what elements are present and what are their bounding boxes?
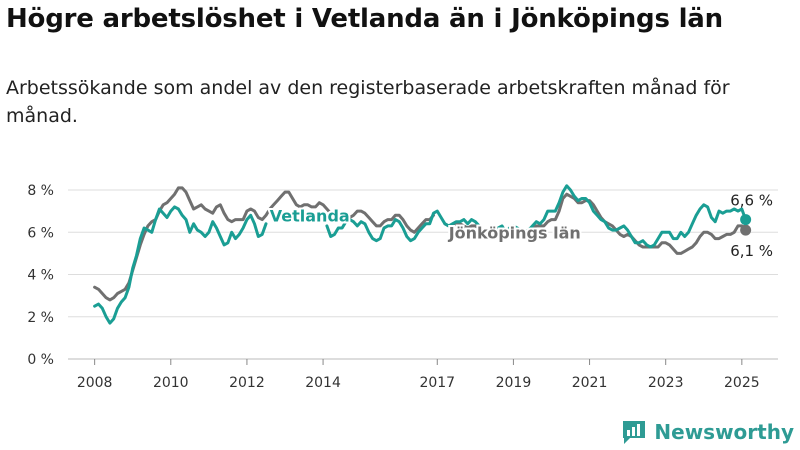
x-tick-label: 2012 [229, 375, 265, 391]
end-value-label-lan: 6,1 % [730, 242, 773, 260]
series-labels: 6,1 % 6,6 % Vetlanda Jönköpings län [268, 192, 773, 261]
end-point-lan [740, 224, 752, 236]
series-lines [93, 184, 752, 325]
x-tick-label: 2021 [572, 375, 608, 391]
chart-title: Högre arbetslöshet i Vetlanda än i Jönkö… [6, 4, 723, 34]
y-tick-label: 6 % [27, 225, 54, 241]
series-line-vetlanda [93, 184, 748, 325]
gridlines [68, 189, 778, 360]
y-tick-label: 8 % [27, 183, 54, 199]
chart-subtitle: Arbetssökande som andel av den registerb… [6, 77, 730, 127]
brand-name: Newsworthy [654, 420, 794, 444]
series-name-label-vetlanda: Vetlanda [270, 207, 350, 226]
newsworthy-logo: Newsworthy [620, 418, 794, 446]
x-tick-label: 2010 [153, 375, 189, 391]
end-value-label-vetlanda: 6,6 % [730, 192, 773, 210]
x-tick-label: 2014 [305, 375, 341, 391]
x-tick-label: 2023 [648, 375, 684, 391]
y-axis-ticks: 0 % 2 % 4 % 6 % 8 % [27, 183, 54, 368]
y-tick-label: 4 % [27, 268, 54, 284]
end-point-vetlanda [740, 214, 752, 226]
y-tick-label: 2 % [27, 310, 54, 326]
x-tick-label: 2017 [419, 375, 455, 391]
y-tick-label: 0 % [27, 352, 54, 368]
bar-chart-icon [623, 421, 646, 444]
x-axis-ticks: 2008 2010 2012 2014 2017 2019 2021 2023 2025 [77, 359, 760, 391]
series-name-label-lan: Jönköpings län [448, 224, 581, 243]
x-tick-label: 2025 [724, 375, 760, 391]
x-tick-label: 2008 [77, 375, 113, 391]
x-tick-label: 2019 [496, 375, 532, 391]
